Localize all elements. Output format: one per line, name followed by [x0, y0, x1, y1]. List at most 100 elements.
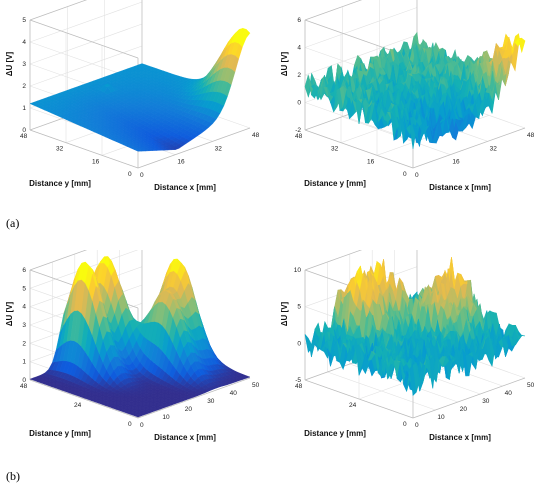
surface-plot-a-left: 0 16 32 48 48 32 16 0 0 1 2 3 4 5 Distance x [mm] Dista…: [0, 0, 275, 200]
grid-line: [304, 34, 418, 76]
grid-line: [304, 7, 418, 48]
x-tick-label: 32: [490, 145, 498, 152]
axis-edge: [29, 379, 139, 419]
z-tick-label: 0: [22, 127, 26, 134]
z-axis-label: ΔU [V]: [280, 51, 289, 76]
x-tick-label: 30: [207, 398, 215, 405]
x-axis-label: Distance x [mm]: [154, 183, 216, 192]
axis-edge: [137, 377, 251, 419]
y-tick-label: 48: [295, 383, 303, 390]
axis-edge: [137, 127, 251, 169]
surface-mesh: [304, 31, 526, 149]
x-tick-label: 32: [215, 145, 223, 152]
grid-line: [29, 0, 87, 21]
y-tick-label: 32: [331, 146, 339, 153]
grid-line: [29, 23, 143, 65]
tick-labels: 0 10 20 30 40 50 48 24 0 -5 0 5 10: [294, 267, 535, 429]
x-tick-label: 40: [230, 390, 238, 397]
grid-line: [304, 0, 362, 21]
y-tick-label: 0: [403, 421, 407, 428]
y-tick-label: 48: [20, 133, 28, 140]
x-tick-label: 50: [252, 382, 260, 389]
z-tick-label: 2: [297, 72, 301, 79]
y-tick-label: 0: [128, 171, 132, 178]
z-tick-label: 4: [297, 45, 301, 52]
z-tick-label: 6: [297, 17, 301, 24]
z-tick-label: 6: [22, 267, 26, 274]
z-axis-label: ΔU [V]: [5, 301, 14, 326]
surface-plot-a-left-svg: 0 16 32 48 48 32 16 0 0 1 2 3 4 5 Distance x [mm] Dista…: [5, 0, 260, 192]
axis-edge: [412, 377, 526, 419]
surface-plot-a-right-svg: 0 16 32 48 48 32 16 0 -2 0 2 4 6 Distance x [mm] Dista…: [280, 0, 535, 192]
x-tick-label: 16: [177, 159, 185, 166]
x-axis-label: Distance x [mm]: [429, 433, 491, 442]
z-tick-label: 3: [22, 322, 26, 329]
y-tick-label: 32: [56, 146, 64, 153]
z-tick-label: -2: [295, 127, 301, 134]
z-axis-label: ΔU [V]: [280, 301, 289, 326]
axis-edge: [304, 0, 363, 21]
y-tick-label: 16: [92, 158, 100, 165]
panel-label-a: (a): [6, 216, 20, 230]
surface-mesh: [304, 257, 526, 397]
axis-edge: [29, 19, 139, 59]
surface-plot-a-right: 0 16 32 48 48 32 16 0 -2 0 2 4 6 Distance x [mm] Dista…: [275, 0, 550, 200]
axis-edge: [29, 129, 139, 169]
z-tick-label: 0: [297, 100, 301, 107]
z-tick-label: -5: [295, 377, 301, 384]
y-tick-label: 24: [349, 402, 357, 409]
x-axis-label: Distance x [mm]: [154, 433, 216, 442]
axis-edge: [412, 127, 526, 169]
y-tick-label: 48: [295, 133, 303, 140]
y-axis-label: Distance y [mm]: [304, 429, 366, 438]
z-tick-label: 0: [297, 340, 301, 347]
y-axis-label: Distance y [mm]: [29, 179, 91, 188]
z-axis-label: ΔU [V]: [5, 51, 14, 76]
tick-labels: 0 16 32 48 48 32 16 0 -2 0 2 4 6: [295, 17, 535, 179]
z-tick-label: 4: [22, 39, 26, 46]
y-tick-label: 0: [128, 421, 132, 428]
x-tick-label: 20: [185, 406, 193, 413]
axis-edge: [304, 229, 418, 271]
y-tick-label: 48: [20, 383, 28, 390]
axis-edge: [304, 379, 414, 419]
y-tick-label: 24: [74, 402, 82, 409]
surface-plot-b-right-svg: 0 10 20 30 40 50 48 24 0 -5 0 5 10 Distance x [mm] Dis…: [280, 229, 535, 442]
surface-mesh: [29, 27, 251, 152]
z-tick-label: 4: [22, 304, 26, 311]
z-tick-label: 0: [22, 377, 26, 384]
y-axis-label: Distance y [mm]: [29, 429, 91, 438]
axis-edge: [29, 0, 88, 21]
panel-label-b: (b): [6, 469, 20, 483]
y-tick-label: 16: [367, 158, 375, 165]
grid-line: [304, 229, 418, 271]
z-tick-label: 2: [22, 83, 26, 90]
y-axis-label: Distance y [mm]: [304, 179, 366, 188]
x-tick-label: 48: [252, 132, 260, 139]
x-tick-label: 0: [140, 172, 144, 179]
grid-line: [29, 1, 143, 43]
surface-face: [518, 334, 526, 341]
z-tick-label: 1: [22, 359, 26, 366]
x-tick-label: 48: [527, 132, 535, 139]
x-tick-label: 40: [505, 390, 513, 397]
surface-plot-b-left: 0 10 20 30 40 50 48 24 0 0 1 2 3 4 5 6 Distance x [mm] Di…: [0, 229, 275, 450]
x-tick-label: 10: [162, 414, 170, 421]
z-tick-label: 10: [294, 267, 302, 274]
x-tick-label: 50: [527, 382, 535, 389]
z-tick-label: 2: [22, 340, 26, 347]
x-tick-label: 20: [460, 406, 468, 413]
x-tick-label: 0: [415, 172, 419, 179]
x-tick-label: 0: [140, 422, 144, 429]
y-tick-label: 0: [403, 171, 407, 178]
surface-mesh: [29, 256, 251, 418]
surface-plot-b-right: 0 10 20 30 40 50 48 24 0 -5 0 5 10 Distance x [mm] Dis…: [275, 229, 550, 450]
surface-face: [518, 37, 526, 54]
z-tick-label: 5: [22, 17, 26, 24]
z-tick-label: 1: [22, 105, 26, 112]
tick-labels: 0 16 32 48 48 32 16 0 0 1 2 3 4 5: [20, 17, 260, 179]
x-tick-label: 0: [415, 422, 419, 429]
tick-labels: 0 10 20 30 40 50 48 24 0 0 1 2 3 4 5 6: [20, 267, 260, 429]
x-tick-label: 10: [437, 414, 445, 421]
surface-face: [242, 29, 251, 39]
